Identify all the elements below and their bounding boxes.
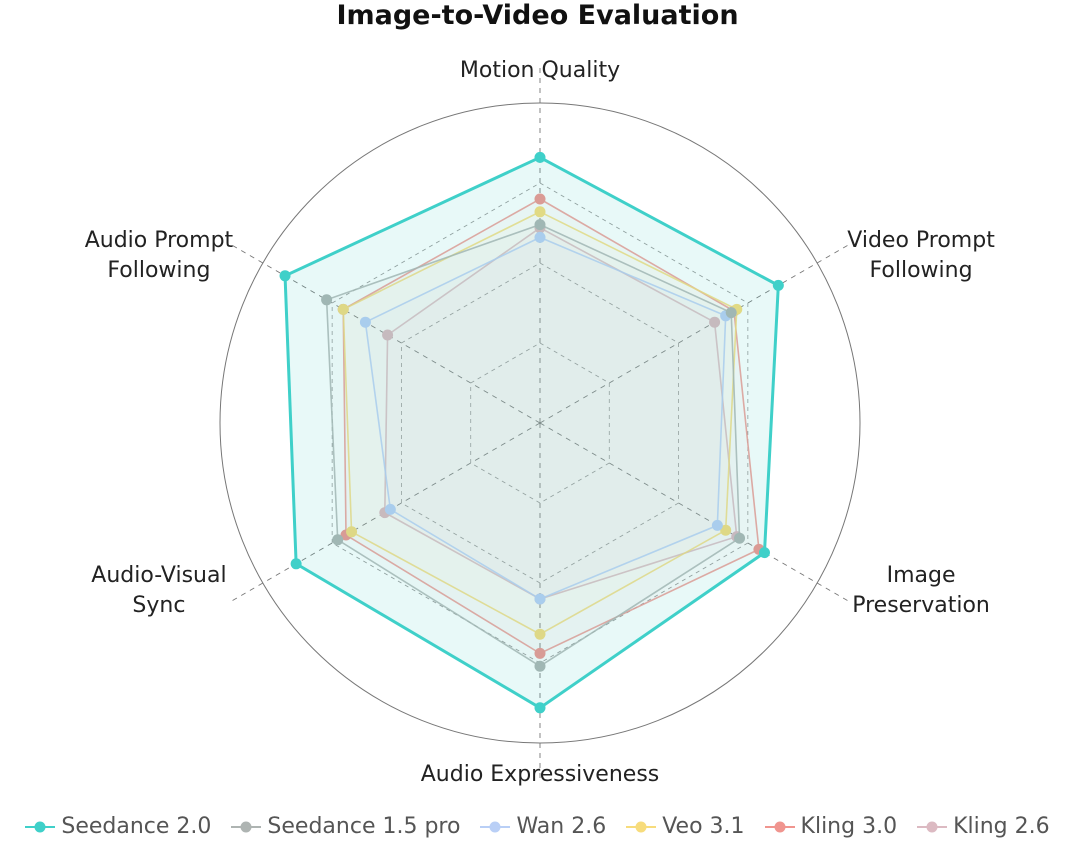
data-point	[534, 702, 546, 714]
data-point	[382, 329, 394, 341]
legend-item: Wan 2.6	[480, 814, 606, 839]
data-point	[534, 660, 546, 672]
legend-label: Seedance 1.5 pro	[267, 814, 461, 839]
legend-marker	[926, 821, 938, 832]
axis-category-label: Image Preservation	[852, 562, 990, 618]
legend-swatch	[25, 821, 56, 832]
chart-title: Image-to-Video Evaluation	[336, 0, 739, 31]
data-point	[332, 534, 344, 546]
data-point	[734, 532, 746, 544]
data-point	[290, 558, 302, 570]
data-point	[772, 279, 784, 291]
legend-swatch	[480, 821, 511, 832]
axis-category-label: Audio-Visual Sync	[91, 562, 227, 618]
legend-marker	[774, 821, 786, 832]
data-point	[720, 524, 732, 536]
legend-item: Seedance 2.0	[25, 814, 211, 839]
data-point	[534, 647, 546, 659]
legend-swatch	[231, 821, 262, 832]
series-area	[283, 155, 780, 710]
legend-swatch	[764, 821, 795, 832]
legend-item: Kling 2.6	[917, 814, 1050, 839]
legend-label: Veo 3.1	[662, 814, 745, 839]
data-point	[534, 593, 546, 605]
axis-category-label: Motion Quality	[459, 58, 621, 83]
data-point	[534, 628, 546, 640]
axis-category-label: Audio Expressiveness	[420, 762, 660, 787]
data-point	[359, 316, 371, 328]
data-point	[384, 503, 396, 515]
legend-marker	[489, 821, 501, 832]
data-point	[321, 294, 333, 306]
legend-item: Seedance 1.5 pro	[231, 814, 460, 839]
data-point	[711, 519, 723, 531]
data-point	[279, 270, 291, 282]
legend-item: Veo 3.1	[626, 814, 745, 839]
legend-swatch	[917, 821, 948, 832]
data-point	[534, 206, 546, 218]
legend-label: Kling 3.0	[800, 814, 898, 839]
axis-category-label: Audio Prompt Following	[84, 227, 234, 283]
legend-label: Seedance 2.0	[61, 814, 212, 839]
legend-label: Kling 2.6	[953, 814, 1050, 839]
data-point	[534, 231, 546, 243]
data-point	[534, 151, 546, 163]
legend-marker	[34, 821, 46, 832]
data-point	[534, 193, 546, 205]
data-point	[709, 316, 721, 328]
legend-marker	[635, 821, 647, 832]
legend-marker	[240, 821, 252, 832]
data-point	[346, 526, 358, 538]
legend-item: Kling 3.0	[764, 814, 898, 839]
legend-swatch	[626, 821, 657, 832]
data-point	[725, 307, 737, 319]
data-point	[758, 547, 770, 559]
axis-category-label: Video Prompt Following	[847, 227, 995, 283]
legend: Seedance 2.0 Seedance 1.5 pro Wan 2.6 Veo 3…	[0, 814, 1075, 839]
data-point	[534, 219, 546, 231]
legend-label: Wan 2.6	[516, 814, 607, 839]
data-point	[337, 303, 349, 315]
